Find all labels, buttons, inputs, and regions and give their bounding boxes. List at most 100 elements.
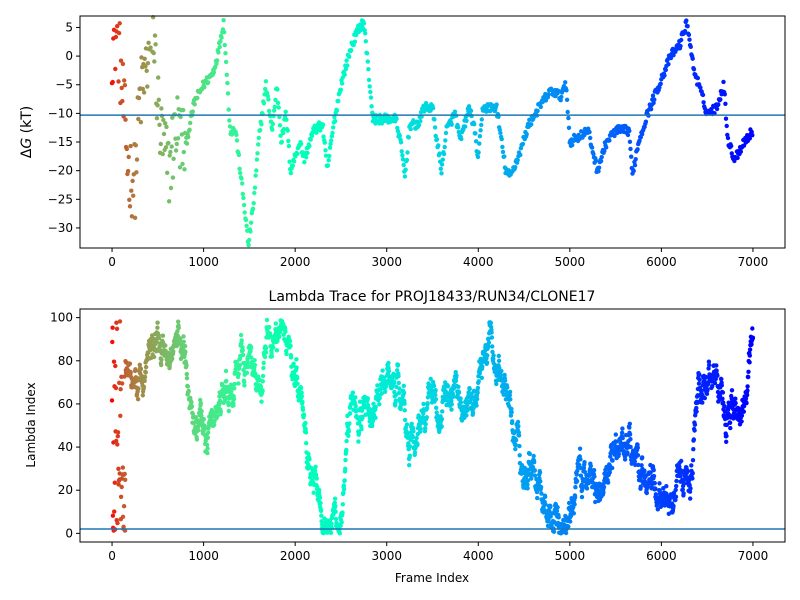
lambda-point [572, 495, 578, 500]
lambda-point [226, 401, 232, 407]
lambda-point [171, 349, 176, 354]
dg-point [499, 136, 504, 142]
lambda-point [242, 379, 247, 385]
lambda-panel: Lambda Trace for PROJ18433/RUN34/CLONE17… [24, 289, 786, 585]
lambda-point [425, 401, 430, 406]
lambda-point [141, 384, 147, 389]
dg-point [182, 167, 187, 172]
dg-point [607, 138, 612, 143]
dg-y-ticks: −30 −25 −20 −15 −10 −5 0 5 [48, 20, 80, 235]
lambda-point [636, 462, 641, 468]
lambda-point [532, 473, 538, 478]
dg-point [195, 95, 200, 101]
lambda-point [537, 470, 543, 475]
lambda-point [651, 473, 657, 479]
dg-point [152, 59, 157, 64]
lambda-point [359, 427, 364, 432]
lambda-point [714, 368, 719, 373]
lambda-point [719, 383, 724, 388]
dg-point [721, 79, 726, 85]
lambda-point [507, 389, 513, 395]
dg-point [650, 93, 656, 98]
lambda-point [303, 420, 308, 426]
lambda-point [467, 386, 472, 392]
dg-point [628, 146, 633, 152]
dg-point [701, 100, 706, 105]
lambda-point [655, 507, 660, 512]
lambda-point [575, 468, 580, 473]
lambda-point [582, 460, 587, 465]
lambda-point [401, 390, 407, 395]
lambda-point [471, 406, 476, 411]
lambda-point [720, 396, 725, 401]
lambda-point [122, 471, 127, 477]
dg-point [716, 102, 721, 107]
lambda-point [259, 399, 264, 404]
lambda-point [359, 408, 365, 413]
lambda-point [750, 326, 755, 331]
lambda-point [154, 349, 159, 354]
dg-point [186, 134, 191, 140]
lambda-point [489, 330, 494, 335]
dg-point [314, 130, 319, 135]
dg-point [247, 237, 252, 243]
lambda-point [449, 407, 454, 412]
lambda-point [488, 320, 493, 325]
lambda-point [627, 432, 633, 437]
dg-point [304, 155, 309, 160]
lambda-point [178, 336, 183, 341]
lambda-point [136, 386, 141, 391]
dg-point [246, 242, 251, 248]
dg-point [397, 133, 402, 138]
dg-point [500, 149, 506, 155]
dg-point [166, 199, 172, 204]
dg-point [520, 141, 526, 147]
dg-point [688, 44, 693, 49]
lambda-point [175, 329, 180, 334]
dg-point [244, 223, 249, 228]
dg-point [241, 195, 246, 201]
dg-point [219, 35, 224, 40]
lambda-point [196, 428, 201, 433]
lambda-point [348, 411, 353, 416]
dg-point [668, 55, 674, 61]
lambda-y-axis-label: Lambda Index [24, 382, 38, 467]
lambda-point [395, 362, 401, 367]
lambda-point [578, 473, 584, 478]
dg-point [216, 50, 221, 55]
lambda-point [724, 433, 729, 439]
lambda-point [439, 424, 444, 429]
dg-point [192, 102, 197, 107]
dg-point [290, 163, 295, 168]
dg-point [598, 158, 604, 164]
lambda-point [340, 502, 345, 507]
lambda-point [313, 464, 318, 469]
dg-point [433, 133, 438, 139]
lambda-point [543, 502, 548, 507]
dg-point [238, 170, 243, 176]
lambda-point [741, 409, 746, 414]
dg-point [167, 153, 172, 158]
lambda-point [586, 480, 592, 486]
dg-point [546, 92, 551, 97]
lambda-point [287, 338, 293, 344]
lambda-point [727, 420, 733, 425]
lambda-point [226, 408, 231, 414]
dg-point [129, 188, 134, 193]
lambda-point [418, 426, 423, 432]
dg-point [588, 135, 593, 141]
lambda-point [184, 376, 190, 381]
y-tick-label: 100 [50, 311, 73, 325]
lambda-point [440, 409, 445, 414]
lambda-point [431, 383, 437, 389]
y-tick-label: 0 [65, 49, 73, 63]
lambda-point [234, 360, 239, 365]
lambda-point [475, 390, 480, 395]
lambda-point [475, 385, 481, 391]
lambda-point [456, 384, 461, 389]
lambda-point [715, 373, 720, 378]
lambda-point [341, 490, 346, 495]
dg-point [140, 86, 145, 92]
dg-point [263, 79, 269, 84]
dg-point [234, 132, 239, 137]
